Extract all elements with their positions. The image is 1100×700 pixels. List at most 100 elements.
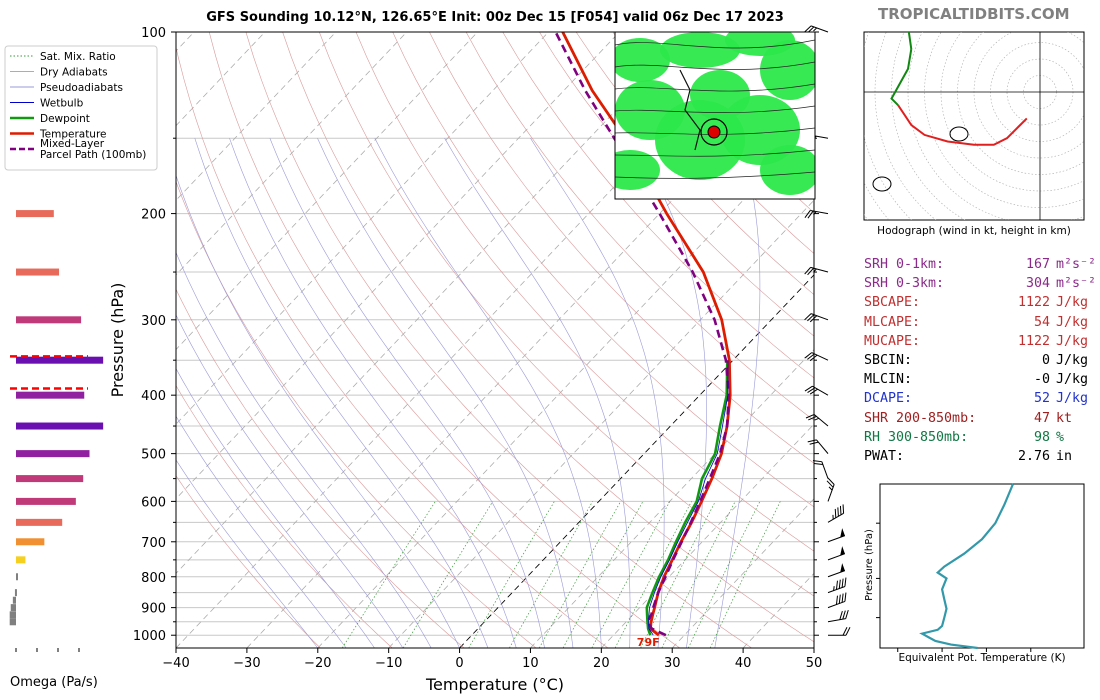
barb-staff (812, 385, 829, 396)
pseudo-adiabat (176, 368, 375, 648)
omega-bar (16, 573, 18, 581)
x-tick-label: −20 (304, 656, 331, 671)
storm-motion-marker (872, 176, 892, 192)
site-watermark: TROPICALTIDBITS.COM (878, 5, 1070, 23)
param-value: 98 (1033, 429, 1050, 445)
omega-bar (16, 268, 60, 276)
param-label: DCAPE: (864, 391, 913, 407)
pseudo-adiabat (530, 138, 665, 648)
omega-bar (9, 611, 16, 619)
inset-map (614, 31, 816, 200)
y-tick-label: 300 (141, 314, 166, 329)
param-value: 0 (1041, 352, 1050, 368)
barb-full (805, 414, 815, 419)
legend-label: Pseudoadiabats (40, 82, 123, 94)
barb-full (813, 462, 823, 466)
x-tick-label: 10 (522, 656, 539, 671)
omega-bar (16, 356, 104, 364)
theta-e-xlabel: Equivalent Pot. Temperature (K) (898, 652, 1065, 664)
x-tick-label: 30 (664, 656, 681, 671)
barb-full (812, 460, 822, 463)
mixing-ratio-line (402, 501, 494, 648)
y-tick-label: 600 (141, 495, 166, 510)
map-isobar (615, 149, 815, 157)
param-label: PWAT: (864, 448, 905, 464)
mixing-ratio-line (562, 501, 644, 648)
map-precip-area (760, 145, 815, 195)
barb-full (842, 626, 848, 636)
mixing-ratio-line (614, 501, 692, 648)
barb-full (807, 387, 816, 394)
pseudo-adiabat (176, 459, 319, 648)
pseudo-adiabat (714, 138, 761, 648)
isotherm-line (176, 32, 691, 574)
dewpoint-line (645, 360, 729, 636)
param-label: RH 300-850mb: (864, 429, 969, 445)
dry-adiabat (245, 32, 752, 648)
y-axis-label: Pressure (hPa) (108, 283, 127, 398)
param-label: MLCAPE: (864, 314, 921, 330)
dry-adiabat (208, 32, 680, 648)
omega-bar (9, 618, 16, 626)
y-tick-label: 1000 (133, 629, 166, 644)
y-tick-label: 100 (141, 26, 166, 41)
param-value: 54 (1033, 314, 1050, 330)
barb-full (809, 354, 818, 362)
pseudo-adiabat (269, 138, 545, 648)
barb-full (807, 267, 814, 276)
hodograph-panel (863, 13, 1085, 221)
barb-full (839, 610, 843, 620)
hodograph-frame (863, 31, 1085, 221)
barb-staff (813, 414, 829, 427)
barb-pennant (840, 546, 845, 556)
hodograph-trace (898, 13, 908, 26)
barb-full (844, 577, 847, 587)
barb-full (809, 388, 818, 395)
pseudo-adiabat (176, 314, 404, 648)
pseudo-adiabat (176, 174, 460, 648)
isotherm-line (459, 274, 814, 648)
param-row: PWAT: 2.76 in (864, 447, 1096, 466)
mixing-ratio-line (661, 501, 736, 648)
mixing-ratio-line (509, 501, 593, 648)
barb-pennant (840, 563, 845, 573)
hodograph-rings (864, 13, 1084, 220)
param-unit: J/kg (1056, 352, 1089, 368)
x-tick-label: −30 (233, 656, 260, 671)
omega-bar (16, 450, 90, 458)
param-label: SRH 0-1km: (864, 257, 945, 272)
wetbulb-line (648, 360, 729, 636)
x-axis-label: Temperature (°C) (425, 675, 564, 694)
omega-bar (16, 316, 82, 324)
x-tick-label: 0 (455, 656, 463, 671)
barb-half (814, 417, 820, 421)
skewt-grid (176, 32, 814, 648)
barb-half (832, 514, 834, 520)
hodograph-caption: Hodograph (wind in kt, height in km) (877, 225, 1071, 237)
mixing-ratio-line (538, 501, 621, 648)
mixing-ratio-line (341, 501, 436, 648)
wind-barb (805, 414, 829, 427)
legend-label-line: Parcel Path (100mb) (40, 149, 146, 161)
hodograph-trace (890, 48, 913, 106)
barb-full (841, 593, 844, 603)
dry-adiabat (539, 32, 814, 337)
mixing-ratio-line (709, 501, 781, 648)
dry-adiabat (176, 46, 609, 648)
param-unit: J/kg (1056, 314, 1089, 330)
barb-full (844, 592, 847, 602)
parcel-path-line (554, 32, 731, 637)
pseudo-adiabat (194, 138, 489, 648)
param-value: 52 (1033, 391, 1050, 407)
param-label: SBCIN: (864, 352, 913, 368)
barb-full (809, 315, 818, 323)
mixing-ratio-line (591, 501, 671, 648)
omega-bar (16, 391, 85, 399)
barb-full (809, 441, 819, 445)
skewt-frame (175, 31, 815, 649)
omega-bar (16, 422, 104, 430)
barb-staff (827, 570, 846, 578)
x-tick-label: 20 (593, 656, 610, 671)
barb-full (835, 595, 838, 605)
barb-staff (811, 352, 829, 361)
